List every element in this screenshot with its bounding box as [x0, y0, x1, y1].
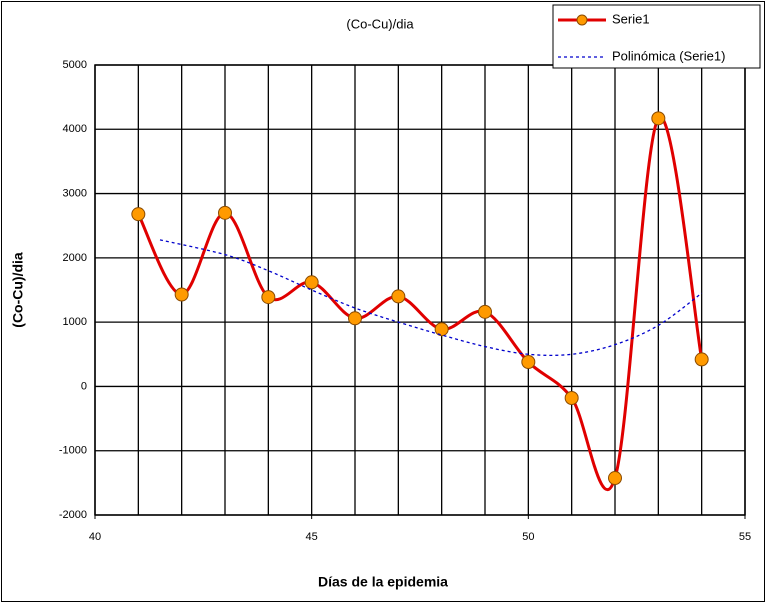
data-point [608, 471, 622, 486]
data-point [131, 207, 146, 222]
y-tick-label: -2000 [59, 509, 87, 521]
y-tick-label: -1000 [59, 445, 87, 457]
data-point [348, 311, 362, 326]
legend: Serie1 Polinómica (Serie1) [552, 4, 761, 69]
y-tick-label: 2000 [63, 252, 87, 264]
legend-box [552, 4, 761, 69]
y-axis-title: (Co-Cu)/dia [10, 252, 26, 328]
data-point [478, 304, 492, 319]
plot-border [94, 64, 746, 516]
chart-title: (Co-Cu)/dia [346, 16, 414, 31]
legend-marker [576, 14, 588, 26]
data-point [174, 287, 189, 302]
data-point [261, 290, 276, 305]
x-tick-label: 55 [739, 531, 751, 543]
data-point [521, 355, 536, 369]
data-point [391, 289, 406, 304]
data-point [694, 352, 709, 367]
trend-line [159, 239, 703, 357]
x-tick-label: 50 [522, 531, 534, 543]
y-tick-label: 0 [81, 380, 87, 392]
data-point [218, 205, 232, 220]
y-tick-label: 5000 [63, 59, 87, 71]
x-axis-title: Días de la epidemia [318, 574, 448, 590]
plot-area: -2000 -1000 0 1000 2000 3000 4000 5000 40 45 50 55 [59, 59, 751, 543]
data-point [651, 111, 666, 126]
data-point [434, 322, 449, 337]
y-tick-label: 4000 [63, 123, 87, 135]
legend-label: Polinómica (Serie1) [612, 48, 725, 63]
data-point [304, 275, 319, 290]
data-point [564, 391, 579, 405]
x-tick-label: 45 [306, 531, 318, 543]
y-tick-label: 1000 [63, 316, 87, 328]
x-tick-label: 40 [89, 531, 101, 543]
y-tick-label: 3000 [63, 187, 87, 199]
legend-label: Serie1 [612, 11, 650, 26]
